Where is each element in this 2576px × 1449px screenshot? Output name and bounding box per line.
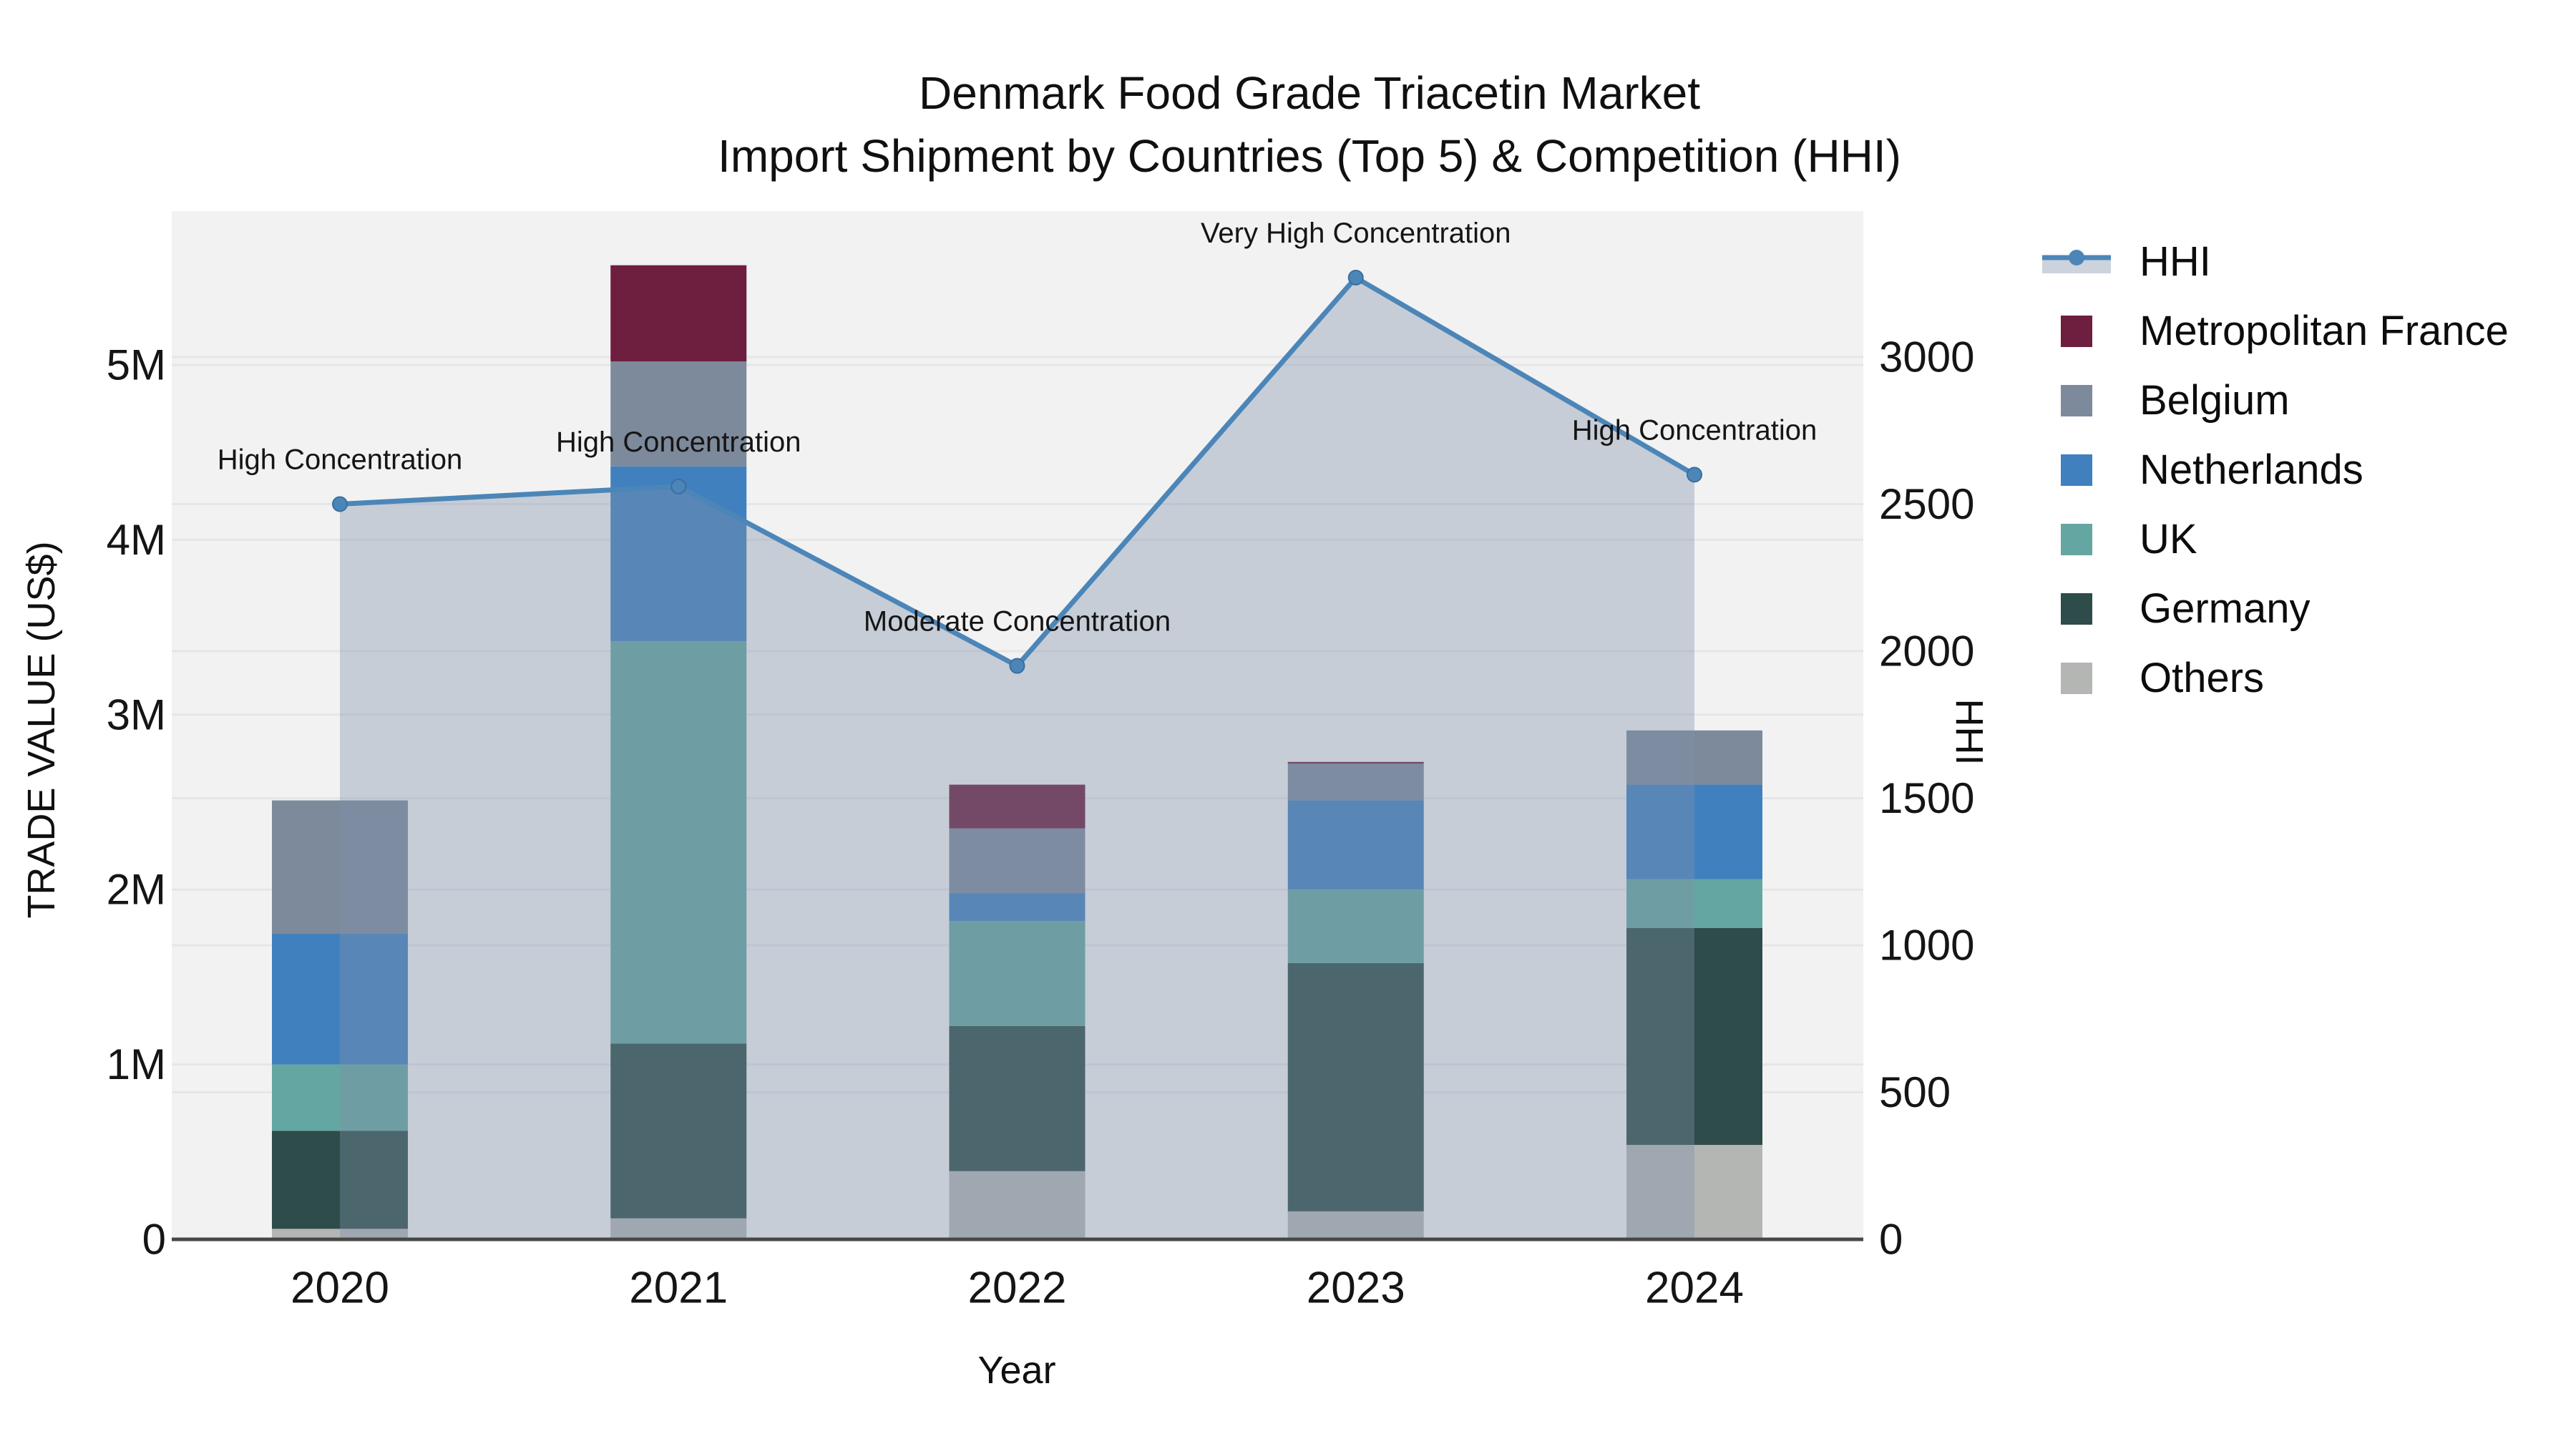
bar-segment-belgium-2023 xyxy=(1287,763,1424,801)
legend-swatch-icon xyxy=(2042,592,2111,625)
legend-label: HHI xyxy=(2140,238,2211,285)
bar-segment-others-2022 xyxy=(949,1171,1085,1239)
annotation-2021: High Concentration xyxy=(556,426,801,458)
annotation-2022: Moderate Concentration xyxy=(864,606,1171,638)
annotation-2023: Very High Concentration xyxy=(1201,218,1511,249)
annotation-2024: High Concentration xyxy=(1572,414,1817,446)
legend-label: UK xyxy=(2140,516,2197,562)
legend-item-belgium[interactable]: Belgium xyxy=(2042,366,2509,435)
bar-segment-metropolitan-france-2022 xyxy=(949,784,1085,829)
bar-segment-belgium-2021 xyxy=(610,361,747,467)
y-axis-title-left: TRADE VALUE (US$) xyxy=(20,541,63,919)
legend-swatch-icon xyxy=(2042,454,2111,486)
legend-label: Germany xyxy=(2140,585,2311,632)
y-right-tick-0: 0 xyxy=(1879,1216,1903,1264)
bar-segment-germany-2022 xyxy=(949,1025,1085,1171)
y-left-tick-2M: 2M xyxy=(107,866,166,914)
bar-segment-metropolitan-france-2023 xyxy=(1287,761,1424,764)
legend-swatch-icon xyxy=(2042,662,2111,694)
x-axis-title: Year xyxy=(977,1349,1056,1392)
x-tick-2024: 2024 xyxy=(1645,1264,1744,1313)
bar-segment-netherlands-2022 xyxy=(949,893,1085,922)
chart-title-line2: Import Shipment by Countries (Top 5) & C… xyxy=(718,130,1901,182)
hhi-marker-2022 xyxy=(1009,658,1025,674)
y-left-tick-4M: 4M xyxy=(107,516,166,564)
bar-segment-germany-2023 xyxy=(1287,962,1424,1211)
bar-segment-netherlands-2020 xyxy=(272,933,408,1065)
legend-label: Belgium xyxy=(2140,377,2290,424)
legend-item-hhi[interactable]: HHI xyxy=(2042,227,2509,296)
hhi-marker-2024 xyxy=(1687,467,1702,483)
bar-segment-belgium-2020 xyxy=(272,800,408,934)
legend-label: Metropolitan France xyxy=(2140,308,2509,354)
bar-segment-uk-2022 xyxy=(949,921,1085,1026)
y-right-tick-500: 500 xyxy=(1879,1068,1951,1116)
bar-segment-uk-2020 xyxy=(272,1064,408,1131)
color-swatch xyxy=(2061,315,2092,347)
color-swatch xyxy=(2061,662,2092,694)
bars-group xyxy=(272,265,1762,1239)
bar-segment-germany-2021 xyxy=(610,1043,747,1219)
bar-segment-netherlands-2023 xyxy=(1287,800,1424,890)
hhi-marker-2020 xyxy=(332,496,348,512)
y-right-tick-1500: 1500 xyxy=(1879,774,1974,822)
y-right-tick-2500: 2500 xyxy=(1879,480,1974,528)
chart-title-line1: Denmark Food Grade Triacetin Market xyxy=(919,67,1700,119)
bar-segment-germany-2024 xyxy=(1626,927,1762,1146)
x-tick-2020: 2020 xyxy=(291,1264,389,1313)
bar-segment-others-2021 xyxy=(610,1218,747,1239)
y-left-tick-1M: 1M xyxy=(107,1040,166,1088)
legend-swatch-icon xyxy=(2042,523,2111,555)
bar-segment-belgium-2022 xyxy=(949,828,1085,894)
x-tick-2022: 2022 xyxy=(968,1264,1067,1313)
color-swatch xyxy=(2061,384,2092,416)
bar-segment-germany-2020 xyxy=(272,1131,408,1229)
bar-segment-uk-2023 xyxy=(1287,889,1424,963)
x-tick-2023: 2023 xyxy=(1307,1264,1405,1313)
x-tick-2021: 2021 xyxy=(629,1264,728,1313)
legend-label: Others xyxy=(2140,655,2265,701)
bar-segment-uk-2021 xyxy=(610,641,747,1044)
annotation-2020: High Concentration xyxy=(218,444,462,476)
bar-segment-others-2024 xyxy=(1626,1145,1762,1239)
y-right-tick-1000: 1000 xyxy=(1879,922,1974,970)
color-swatch xyxy=(2061,523,2092,555)
legend: HHI Metropolitan France Belgium Netherlands… xyxy=(2042,227,2509,713)
bar-segment-metropolitan-france-2021 xyxy=(610,265,747,362)
legend-swatch-icon xyxy=(2042,384,2111,416)
legend-swatch-icon xyxy=(2042,315,2111,347)
y-axis-title-right: HHI xyxy=(1948,698,1991,766)
y-left-tick-0: 0 xyxy=(142,1216,166,1264)
legend-item-germany[interactable]: Germany xyxy=(2042,574,2509,643)
hhi-line-sample-icon xyxy=(2042,245,2111,279)
y-right-tick-2000: 2000 xyxy=(1879,628,1974,675)
bar-segment-netherlands-2021 xyxy=(610,466,747,642)
bar-segment-others-2023 xyxy=(1287,1211,1424,1239)
y-left-tick-5M: 5M xyxy=(107,341,166,389)
hhi-area-fill xyxy=(340,278,1694,1239)
legend-item-netherlands[interactable]: Netherlands xyxy=(2042,435,2509,504)
legend-item-others[interactable]: Others xyxy=(2042,643,2509,713)
hhi-marker-2021 xyxy=(670,478,687,494)
bar-segment-belgium-2024 xyxy=(1626,730,1762,785)
chart-title: Denmark Food Grade Triacetin Market Impo… xyxy=(718,62,1901,187)
color-swatch xyxy=(2061,592,2092,625)
color-swatch xyxy=(2061,454,2092,486)
legend-item-uk[interactable]: UK xyxy=(2042,504,2509,574)
bar-segment-others-2020 xyxy=(272,1229,408,1239)
bar-segment-netherlands-2024 xyxy=(1626,784,1762,879)
y-left-tick-3M: 3M xyxy=(107,691,166,738)
bar-segment-uk-2024 xyxy=(1626,879,1762,928)
hhi-marker-2023 xyxy=(1347,270,1364,286)
legend-item-metropolitan-france[interactable]: Metropolitan France xyxy=(2042,296,2509,366)
legend-label: Netherlands xyxy=(2140,447,2363,493)
y-right-tick-3000: 3000 xyxy=(1879,333,1974,381)
